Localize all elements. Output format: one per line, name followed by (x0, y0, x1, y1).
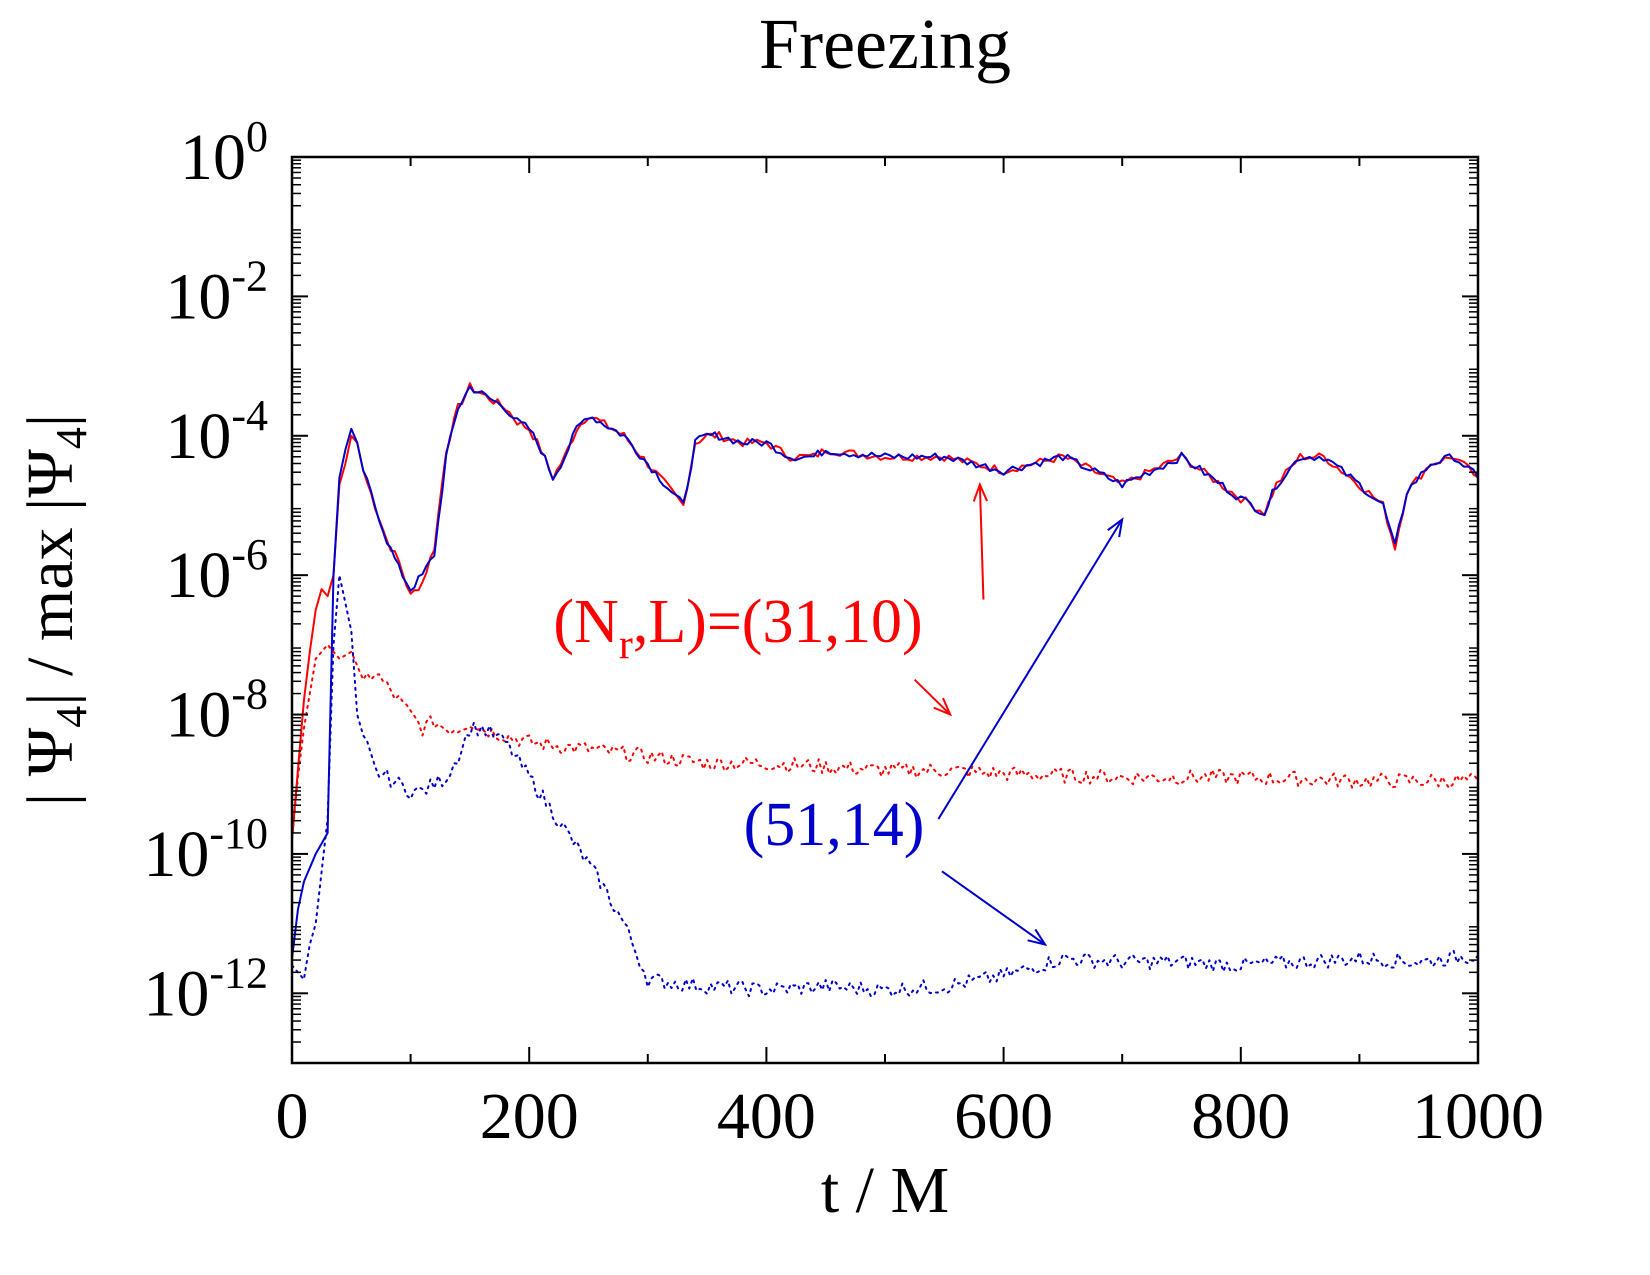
x-tick-label: 200 (480, 1080, 579, 1153)
x-tick-label: 0 (276, 1080, 309, 1153)
annotation-arrowhead (933, 697, 953, 717)
y-label-sub-b: 4 (47, 427, 96, 449)
series-line-2-dotted (292, 643, 1478, 841)
annotation-layer: (Nr,L)=(31,10) (51,14) (553, 481, 1124, 947)
x-tick-label: 1000 (1412, 1080, 1544, 1153)
y-tick-label: 10-12 (143, 948, 268, 1030)
x-tick-label: 800 (1191, 1080, 1290, 1153)
annotation-arrowhead (1027, 928, 1048, 947)
y-axis-label: | Ψ4| / max |Ψ4| (14, 414, 96, 806)
series-line-0-solid (292, 382, 1478, 841)
annotation-arrow (937, 518, 1124, 820)
y-label-part-b: | / max |Ψ (14, 449, 87, 706)
y-tick-label: 10-6 (165, 530, 268, 612)
y-tick-label: 10-2 (165, 251, 268, 333)
series-layer (292, 382, 1478, 998)
annotation-label-51-14: (51,14) (744, 791, 925, 859)
annotation-arrowhead (972, 481, 988, 502)
series-line-1-solid (292, 385, 1478, 960)
annotation-arrowhead (1107, 517, 1124, 538)
y-label-sub-a: 4 (47, 706, 96, 728)
annotation-arrow (941, 870, 1046, 946)
y-tick-label: 10-10 (143, 809, 268, 891)
y-tick-label: 10-8 (165, 670, 268, 752)
y-label-part-a: | Ψ (14, 727, 87, 806)
tick-layer: 0 200 400 600 800 1000 100 10-2 10-4 10-6 10-8 10-1… (143, 112, 1544, 1153)
annotation-arrow (913, 678, 951, 716)
y-tick-label: 100 (180, 112, 268, 194)
annotation-label-31-10: (Nr,L)=(31,10) (553, 588, 922, 668)
annotation-arrow (978, 484, 985, 600)
x-axis-label: t / M (821, 1154, 949, 1227)
x-tick-label: 400 (717, 1080, 816, 1153)
x-tick-label: 600 (954, 1080, 1053, 1153)
y-tick-label: 10-4 (165, 391, 268, 473)
y-label-part-c: | (14, 414, 87, 427)
chart-title: Freezing (759, 4, 1011, 84)
series-line-3-dotted (292, 574, 1478, 998)
